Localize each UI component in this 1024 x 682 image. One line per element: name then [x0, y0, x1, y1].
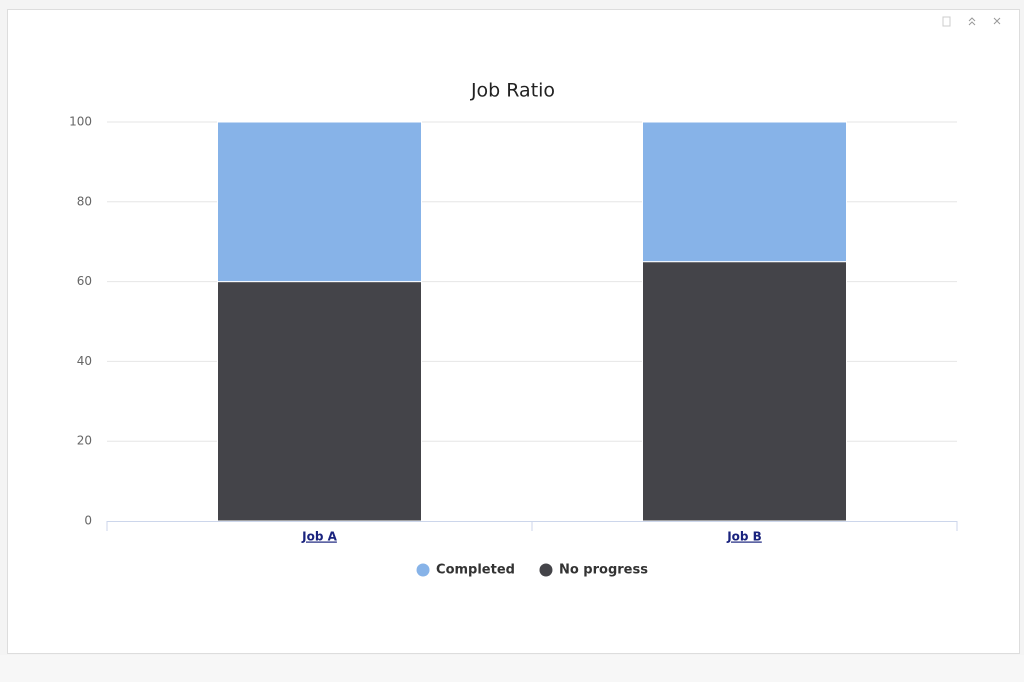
- legend-item[interactable]: Completed: [416, 563, 515, 578]
- legend-item[interactable]: No progress: [539, 563, 648, 578]
- copy-icon[interactable]: [942, 16, 951, 27]
- y-tick-label: 80: [77, 194, 92, 208]
- panel-controls: [942, 16, 1001, 27]
- legend-label: Completed: [436, 563, 515, 578]
- bar-segment: [642, 121, 847, 263]
- y-tick-label: 60: [77, 274, 92, 288]
- bar-segment: [217, 121, 422, 283]
- x-tick-label[interactable]: Job A: [301, 530, 337, 544]
- legend-swatch: [416, 563, 430, 577]
- footer-area: [0, 655, 1024, 682]
- collapse-icon[interactable]: [968, 17, 976, 26]
- close-icon[interactable]: [993, 17, 1001, 25]
- legend-label: No progress: [559, 563, 648, 578]
- legend: Completed No progress: [416, 563, 648, 578]
- legend-swatch: [539, 563, 553, 577]
- y-tick-label: 20: [77, 434, 92, 448]
- bar-segment: [217, 281, 422, 522]
- bar-segment: [642, 261, 847, 522]
- y-tick-label: 100: [69, 115, 92, 129]
- y-tick-label: 0: [84, 514, 92, 528]
- panel: [7, 9, 1020, 654]
- y-tick-label: 40: [77, 354, 92, 368]
- chart-title: Job Ratio: [470, 80, 555, 102]
- x-tick-label[interactable]: Job B: [726, 530, 762, 544]
